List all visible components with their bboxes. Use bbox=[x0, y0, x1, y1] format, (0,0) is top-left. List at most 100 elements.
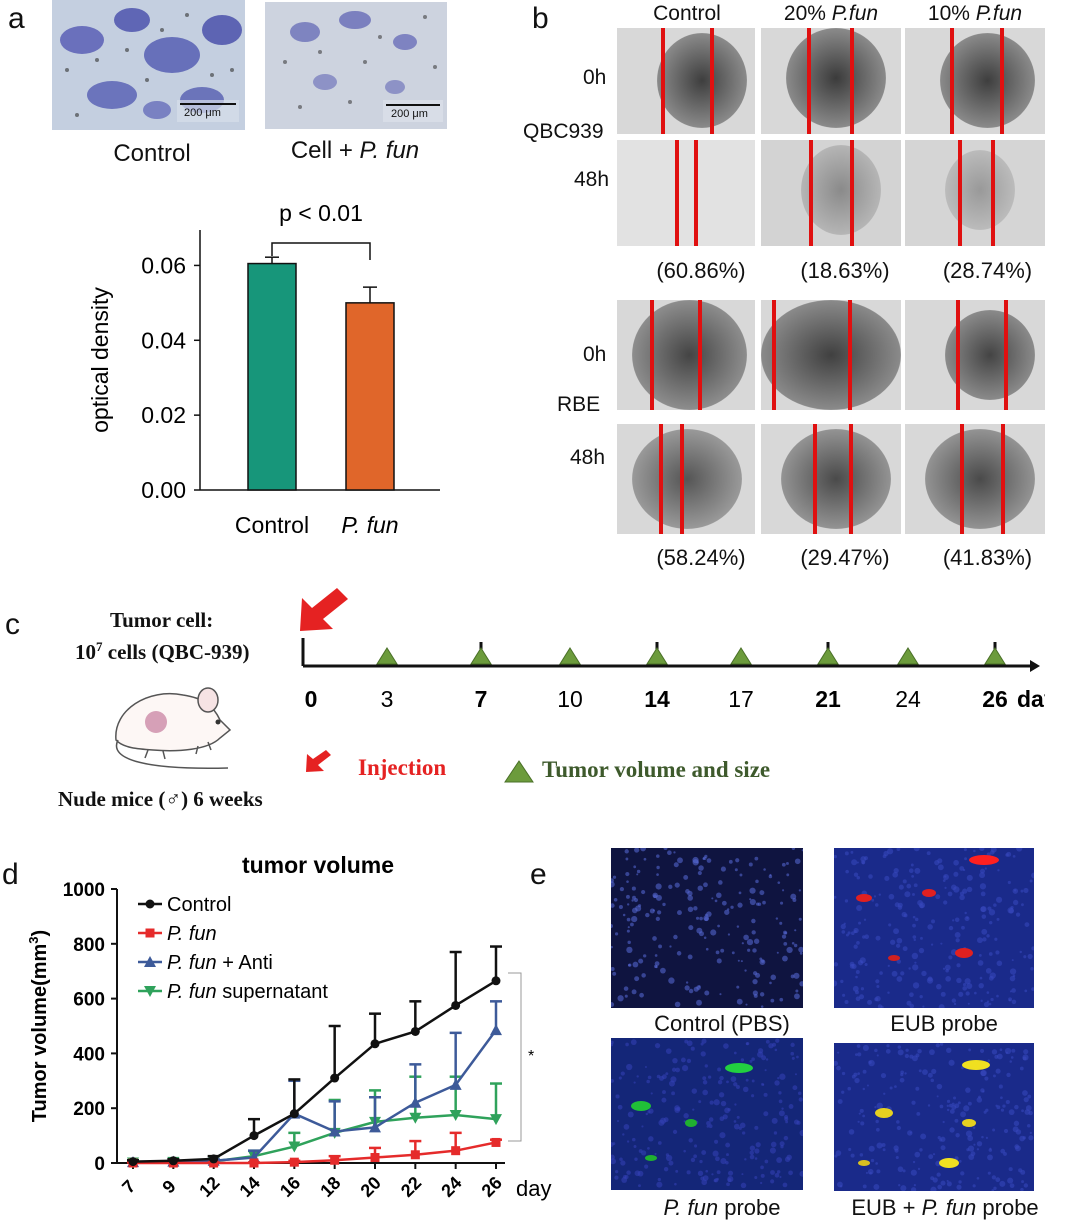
nucleus-dot bbox=[763, 1092, 768, 1097]
nucleus-dot bbox=[1005, 1051, 1008, 1054]
nucleus-dot bbox=[929, 1049, 935, 1056]
legend-label: P. fun + Anti bbox=[167, 952, 273, 974]
nucleus-dot bbox=[641, 890, 646, 895]
nucleus-dot bbox=[724, 909, 730, 915]
nucleus-dot bbox=[904, 1053, 910, 1059]
nucleus-dot bbox=[848, 1129, 855, 1135]
nucleus-dot bbox=[726, 1182, 730, 1187]
nucleus-dot bbox=[894, 902, 900, 908]
nucleus-dot bbox=[611, 1043, 614, 1047]
nucleus-dot bbox=[926, 977, 934, 984]
nucleus-dot bbox=[726, 1080, 729, 1084]
nucleus-dot bbox=[762, 900, 766, 905]
cell-line-qbc939: QBC939 bbox=[523, 120, 604, 143]
nucleus-dot bbox=[691, 1088, 698, 1094]
nucleus-dot bbox=[976, 1097, 983, 1103]
chart-title: tumor volume bbox=[242, 852, 394, 878]
nucleus-dot bbox=[680, 1057, 686, 1063]
nucleus-dot bbox=[976, 1141, 983, 1147]
tumor-volume-legend-label: Tumor volume and size bbox=[542, 757, 771, 782]
nucleus-dot bbox=[919, 994, 923, 999]
nucleus-dot bbox=[1000, 1096, 1003, 1100]
nucleus-dot bbox=[794, 1073, 797, 1076]
nucleus-dot bbox=[699, 1159, 703, 1164]
data-point bbox=[451, 1146, 461, 1156]
nucleus-dot bbox=[796, 1055, 799, 1059]
nucleus-dot bbox=[626, 880, 629, 883]
nucleus-dot bbox=[757, 1048, 764, 1054]
nucleus-dot bbox=[662, 902, 666, 907]
tumor-cell-title: Tumor cell: bbox=[110, 608, 214, 632]
nucleus-dot bbox=[709, 1100, 714, 1105]
nucleus-dot bbox=[954, 917, 960, 923]
nucleus-dot bbox=[939, 1104, 944, 1109]
nucleus-dot bbox=[611, 1079, 614, 1083]
series-p-fun-anti bbox=[127, 1000, 502, 1168]
nucleus-dot bbox=[1015, 1129, 1022, 1135]
nucleus-dot bbox=[671, 1091, 676, 1096]
nucleus-dot bbox=[943, 900, 948, 905]
nucleus-dot bbox=[774, 1080, 780, 1086]
nucleus-dot bbox=[964, 857, 967, 861]
nucleus-dot bbox=[1031, 872, 1034, 879]
nucleus-dot bbox=[794, 929, 797, 932]
nucleus-dot bbox=[860, 987, 865, 991]
nucleus-dot bbox=[780, 901, 784, 905]
nucleus-dot bbox=[764, 1159, 769, 1164]
nucleus-dot bbox=[990, 848, 997, 853]
nucleus-dot bbox=[902, 946, 908, 952]
nucleus-dot bbox=[1009, 1183, 1015, 1189]
nucleus-dot bbox=[913, 883, 918, 888]
nucleus-dot bbox=[687, 895, 694, 901]
nucleus-dot bbox=[693, 986, 699, 992]
nucleus-dot bbox=[1031, 987, 1034, 991]
nucleus-dot bbox=[760, 1005, 764, 1008]
nucleus-dot bbox=[640, 848, 646, 852]
bar-chart-optical-density: 0.00 0.02 0.04 0.06 optical density Control P.… bbox=[87, 200, 440, 538]
wound-qbc-10pct-0h bbox=[905, 28, 1045, 134]
scale-bar-label: 200 μm bbox=[184, 107, 221, 119]
nucleus-dot bbox=[739, 1122, 746, 1129]
nucleus-dot bbox=[942, 967, 946, 970]
nucleus-dot bbox=[1004, 1047, 1012, 1055]
nucleus-dot bbox=[749, 1150, 754, 1156]
nucleus-dot bbox=[836, 1065, 841, 1071]
nucleus-dot bbox=[945, 975, 951, 982]
nucleus-dot bbox=[921, 970, 927, 977]
nucleus-dot bbox=[927, 924, 933, 930]
nucleus-dot bbox=[701, 1038, 707, 1044]
nucleus-dot bbox=[779, 1073, 786, 1080]
nucleus-dot bbox=[686, 1058, 692, 1064]
nucleus-dot bbox=[894, 1085, 897, 1088]
nucleus-dot bbox=[773, 1131, 778, 1135]
nucleus-dot bbox=[834, 1060, 839, 1066]
nucleus-dot bbox=[754, 1125, 759, 1130]
column-header-20pct: 20% P.fun bbox=[783, 2, 879, 25]
nucleus-dot bbox=[636, 1075, 639, 1078]
nucleus-dot bbox=[867, 999, 873, 1005]
nucleus-dot bbox=[754, 1157, 758, 1160]
tumor-volume-legend-triangle-icon bbox=[504, 760, 534, 783]
nucleus-dot bbox=[995, 1068, 1001, 1074]
data-point bbox=[330, 1155, 340, 1165]
significance-bracket bbox=[508, 972, 522, 1142]
nucleus-dot bbox=[896, 848, 901, 852]
nucleus-dot bbox=[712, 1150, 719, 1157]
nucleus-dot bbox=[1019, 1135, 1025, 1142]
nucleus-dot bbox=[719, 993, 722, 996]
nucleus-dot bbox=[977, 960, 984, 966]
nucleus-dot bbox=[988, 1148, 993, 1152]
nucleus-dot bbox=[965, 991, 970, 996]
nucleus-dot bbox=[851, 1074, 856, 1079]
nucleus-dot bbox=[1028, 1110, 1033, 1116]
data-point bbox=[410, 1026, 420, 1036]
nucleus-dot bbox=[706, 911, 712, 917]
nucleus-dot bbox=[672, 1129, 678, 1135]
x-tick-label: 24 bbox=[437, 1173, 465, 1201]
nucleus-dot bbox=[638, 958, 644, 964]
percent-qbc-10pct: (28.74%) bbox=[942, 258, 1033, 283]
nude-mouse-illustration bbox=[115, 687, 232, 770]
nucleus-dot bbox=[889, 1086, 893, 1090]
nucleus-dot bbox=[670, 1076, 677, 1083]
nucleus-dot bbox=[644, 1164, 649, 1169]
